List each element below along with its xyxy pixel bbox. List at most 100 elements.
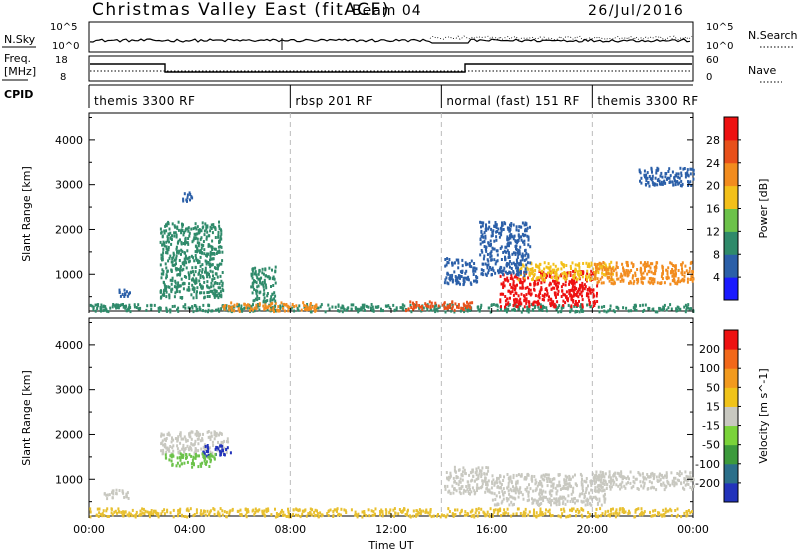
scatter-point: [687, 184, 690, 187]
scatter-point: [371, 513, 374, 517]
scatter-point: [171, 257, 174, 260]
scatter-point: [550, 276, 553, 279]
scatter-point: [673, 484, 676, 488]
scatter-point: [186, 444, 189, 448]
scatter-point: [643, 276, 646, 280]
cpid-segment-label: normal (fast) 151 RF: [446, 94, 580, 108]
scatter-point: [438, 305, 441, 309]
scatter-point: [495, 303, 498, 307]
scatter-point: [204, 447, 207, 451]
scatter-point: [165, 438, 167, 442]
scatter-point: [690, 476, 693, 480]
nave-tick-low: 0: [706, 72, 712, 83]
scatter-point: [488, 243, 491, 247]
scatter-point: [669, 174, 672, 178]
scatter-point: [261, 280, 264, 284]
scatter-point: [315, 305, 318, 308]
scatter-point: [516, 266, 519, 270]
scatter-point: [225, 448, 228, 451]
scatter-point: [543, 280, 546, 284]
scatter-point: [111, 489, 114, 493]
scatter-point: [615, 273, 618, 277]
scatter-point: [415, 301, 418, 304]
scatter-point: [188, 234, 191, 238]
scatter-point: [504, 305, 506, 309]
scatter-point: [507, 262, 510, 266]
scatter-point: [309, 507, 312, 511]
scatter-point: [487, 263, 490, 267]
scatter-point: [221, 448, 224, 452]
scatter-point: [499, 495, 501, 499]
scatter-point: [663, 180, 665, 184]
scatter-point: [692, 484, 695, 488]
scatter-point: [258, 277, 261, 281]
scatter-point: [246, 306, 249, 310]
scatter-point: [571, 509, 573, 513]
scatter-point: [514, 297, 517, 301]
scatter-point: [559, 484, 562, 488]
scatter-point: [176, 267, 178, 271]
scatter-point: [529, 283, 532, 287]
scatter-point: [111, 496, 114, 500]
scatter-point: [190, 442, 193, 446]
scatter-point: [499, 269, 502, 273]
scatter-point: [567, 297, 570, 301]
scatter-point: [494, 221, 497, 224]
scatter-point: [514, 491, 517, 495]
scatter-point: [581, 298, 584, 302]
scatter-point: [114, 509, 117, 513]
scatter-point: [185, 508, 188, 512]
scatter-point: [601, 471, 604, 474]
scatter-point: [517, 273, 520, 277]
scatter-point: [279, 307, 282, 310]
scatter-point: [533, 475, 536, 478]
scatter-point: [332, 510, 335, 513]
scatter-point: [612, 512, 615, 516]
scatter-point: [518, 252, 521, 256]
scatter-point: [92, 308, 95, 311]
scatter-point: [179, 296, 182, 300]
scatter-point: [196, 307, 199, 311]
scatter-point: [181, 447, 184, 451]
scatter-point: [197, 465, 200, 469]
scatter-point: [532, 498, 535, 502]
scatter-point: [267, 275, 270, 279]
scatter-point: [341, 310, 344, 314]
scatter-point: [513, 284, 516, 288]
scatter-point: [128, 511, 131, 515]
scatter-point: [212, 292, 215, 296]
scatter-point: [271, 298, 274, 302]
scatter-point: [512, 485, 514, 489]
scatter-point: [526, 499, 529, 503]
scatter-point: [104, 306, 107, 310]
scatter-point: [169, 310, 172, 314]
scatter-point: [165, 266, 168, 270]
scatter-point: [507, 489, 510, 493]
scatter-point: [237, 304, 240, 308]
scatter-point: [555, 307, 558, 311]
scatter-point: [253, 279, 256, 283]
scatter-point: [232, 305, 235, 309]
scatter-point: [220, 293, 223, 297]
scatter-point: [448, 305, 451, 309]
scatter-point: [203, 252, 206, 256]
scatter-point: [536, 503, 539, 507]
scatter-point: [580, 507, 583, 511]
scatter-point: [493, 239, 496, 243]
scatter-point: [231, 508, 234, 512]
scatter-point: [121, 489, 124, 493]
scatter-point: [504, 222, 507, 226]
scatter-point: [477, 305, 480, 309]
scatter-point: [314, 508, 317, 512]
scatter-point: [599, 277, 602, 281]
scatter-point: [550, 287, 553, 291]
scatter-point: [270, 285, 272, 288]
scatter-point: [608, 470, 611, 474]
scatter-point: [174, 291, 177, 295]
scatter-point: [483, 239, 486, 243]
scatter-point: [165, 240, 168, 244]
scatter-point: [558, 503, 561, 506]
scatter-point: [676, 282, 679, 286]
scatter-point: [515, 485, 518, 489]
scatter-point: [468, 264, 471, 268]
